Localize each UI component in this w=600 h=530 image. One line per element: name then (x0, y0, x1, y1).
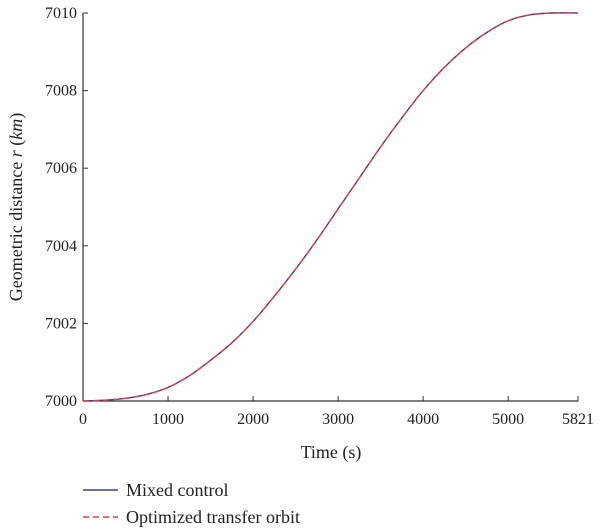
y-axis-title-var: r (6, 149, 26, 157)
x-tick-label: 2000 (237, 411, 269, 428)
y-axis-title: Geometric distance r (km) (6, 113, 27, 301)
y-tick-label: 7008 (45, 83, 77, 100)
legend-label-optimized-transfer-orbit: Optimized transfer orbit (126, 507, 300, 527)
series-line-mixed-control (82, 12, 579, 402)
x-tick-label: 4000 (407, 411, 439, 428)
y-tick-label: 7000 (45, 393, 77, 410)
x-tick-label: 0 (79, 411, 87, 428)
y-axis-ticks: 7000 7002 7004 7006 7008 7010 (45, 5, 88, 410)
series-line-optimized-transfer-orbit (82, 12, 579, 402)
x-tick-label: 5821 (562, 411, 594, 428)
legend: Mixed control Optimized transfer orbit (83, 480, 300, 527)
x-tick-label: 5000 (492, 411, 524, 428)
y-tick-label: 7006 (45, 160, 77, 177)
y-axis-title-unit: (km) (6, 113, 27, 146)
legend-label-mixed-control: Mixed control (126, 480, 228, 500)
x-tick-label: 3000 (322, 411, 354, 428)
y-tick-label: 7004 (45, 238, 77, 255)
y-tick-label: 7010 (45, 5, 77, 22)
series-layer (82, 12, 579, 402)
y-tick-label: 7002 (45, 315, 77, 332)
y-axis-title-prefix: Geometric distance (6, 157, 26, 301)
x-tick-label: 1000 (152, 411, 184, 428)
x-axis-title: Time (s) (301, 442, 362, 463)
x-axis-ticks: 0 1000 2000 3000 4000 5000 5821 (79, 396, 594, 428)
